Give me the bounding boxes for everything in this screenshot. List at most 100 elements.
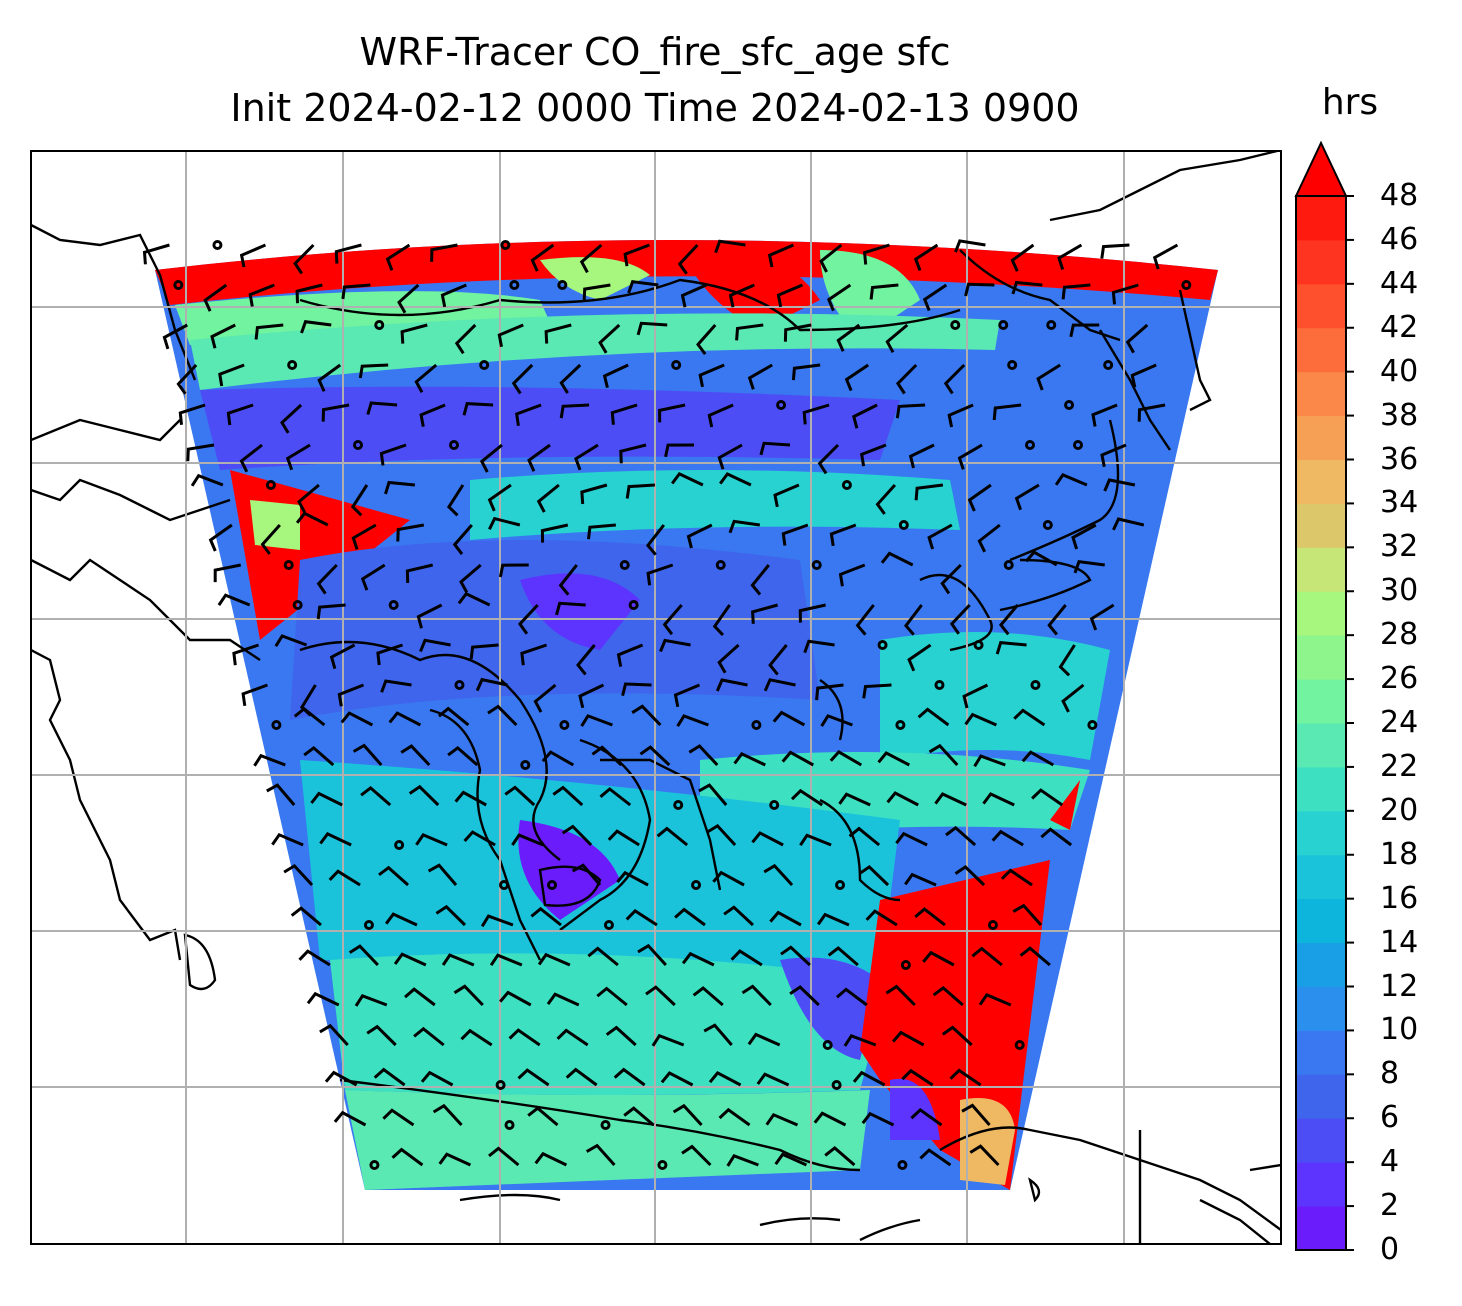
wind-barb: [613, 1067, 646, 1087]
colorbar-tick-label: 48: [1380, 178, 1419, 213]
graticule: [31, 151, 1281, 1244]
wind-barb: [1040, 827, 1073, 847]
wind-barb: [954, 864, 986, 887]
wind-barb: [457, 591, 491, 607]
map-plot-area: [31, 151, 1281, 1244]
wind-barb: [469, 643, 499, 660]
wind-barb: [907, 643, 932, 672]
wind-barb: [783, 323, 812, 342]
wind-barb: [706, 823, 737, 847]
wind-barb: [625, 908, 658, 927]
wind-barb: [813, 1111, 847, 1127]
wind-barb: [239, 443, 263, 473]
colorbar-bin: [1296, 371, 1346, 417]
calm-wind-marker: [557, 280, 568, 290]
wind-barb: [954, 239, 986, 253]
colorbar-bin: [1296, 986, 1346, 1031]
calm-wind-marker: [495, 1080, 506, 1090]
wind-barb: [508, 1028, 541, 1047]
wind-barb: [692, 986, 724, 1007]
wind-barb: [607, 829, 640, 847]
calm-wind-marker: [1014, 1040, 1025, 1050]
wind-barb: [719, 472, 752, 487]
wind-barb: [1103, 478, 1136, 492]
colorbar-bin: [1296, 942, 1346, 987]
wind-barb: [763, 863, 794, 887]
wind-barb: [297, 483, 320, 514]
wind-barb: [639, 745, 671, 767]
wind-barb: [827, 946, 859, 967]
wind-barb: [303, 745, 335, 767]
wind-barb: [645, 524, 666, 556]
calm-wind-marker: [600, 1120, 611, 1130]
wind-barb: [416, 603, 443, 629]
calm-wind-marker: [877, 640, 888, 650]
calm-wind-marker: [479, 360, 490, 370]
wind-barb: [816, 912, 850, 927]
wind-barb: [536, 483, 560, 513]
calm-wind-marker: [212, 240, 223, 250]
wind-barb: [943, 363, 966, 395]
wind-barb: [295, 511, 329, 527]
wind-barb: [686, 523, 713, 549]
colorbar-tick-label: 44: [1380, 265, 1419, 301]
wind-barb: [1091, 403, 1118, 427]
wind-barb: [463, 830, 496, 847]
map-title-line1: WRF-Tracer CO_fire_sfc_age sfc: [359, 30, 951, 74]
calm-wind-marker: [1042, 520, 1053, 530]
wind-barb: [910, 1107, 943, 1127]
wind-barb: [300, 320, 332, 334]
calm-wind-marker: [283, 560, 294, 570]
wind-barb: [971, 946, 1003, 967]
wind-barb: [217, 593, 251, 607]
colorbar-unit-label: hrs: [1321, 82, 1379, 123]
wind-barb: [438, 1152, 472, 1167]
wind-barb: [908, 443, 935, 469]
wind-barb: [218, 363, 245, 387]
calm-wind-marker: [691, 880, 702, 890]
wind-barb: [565, 1067, 598, 1087]
map-title-line2: Init 2024-02-12 0000 Time 2024-02-13 090…: [230, 86, 1080, 130]
wind-barb: [186, 443, 215, 462]
wind-barb: [741, 984, 772, 1007]
wind-barb: [949, 603, 971, 635]
wind-barb: [293, 243, 315, 275]
wind-barb: [1014, 483, 1040, 511]
colorbar-bin: [1296, 415, 1346, 460]
calm-wind-marker: [898, 520, 909, 530]
wind-barb: [354, 993, 388, 1007]
wind-barb: [680, 283, 707, 308]
colorbar-tick-label: 6: [1380, 1100, 1400, 1136]
wind-barb: [475, 677, 508, 692]
colorbar-extend-arrow: [1294, 140, 1348, 197]
wind-barb: [239, 243, 267, 268]
calm-wind-marker: [973, 640, 984, 650]
wind-barb: [213, 563, 242, 583]
wind-barb: [555, 601, 586, 616]
colorbar-bin: [1296, 854, 1346, 900]
wind-barb: [941, 1025, 973, 1047]
calm-wind-marker: [1181, 280, 1192, 290]
colorbar-bin: [1296, 1074, 1346, 1119]
wind-barb: [927, 523, 953, 550]
wind-barb: [949, 1068, 982, 1087]
wind-barb: [447, 745, 479, 767]
wind-barb: [1111, 283, 1139, 305]
wind-barb: [533, 683, 557, 713]
wind-barb: [708, 1071, 742, 1087]
wind-barb: [176, 363, 198, 395]
wind-barb: [765, 1112, 799, 1127]
wind-barb: [1025, 550, 1058, 567]
calm-wind-marker: [657, 1160, 668, 1170]
calm-wind-marker: [603, 920, 614, 930]
colorbar-bin: [1296, 635, 1346, 680]
wind-barb: [623, 243, 650, 267]
calm-wind-marker: [547, 880, 558, 890]
colorbar-tick-label: 4: [1380, 1144, 1400, 1180]
wind-barb: [373, 1067, 406, 1087]
wind-barb: [527, 443, 551, 472]
wind-barb: [1112, 517, 1145, 531]
wind-barb: [226, 403, 254, 426]
wind-barb: [559, 363, 582, 394]
wind-barb: [446, 484, 465, 517]
